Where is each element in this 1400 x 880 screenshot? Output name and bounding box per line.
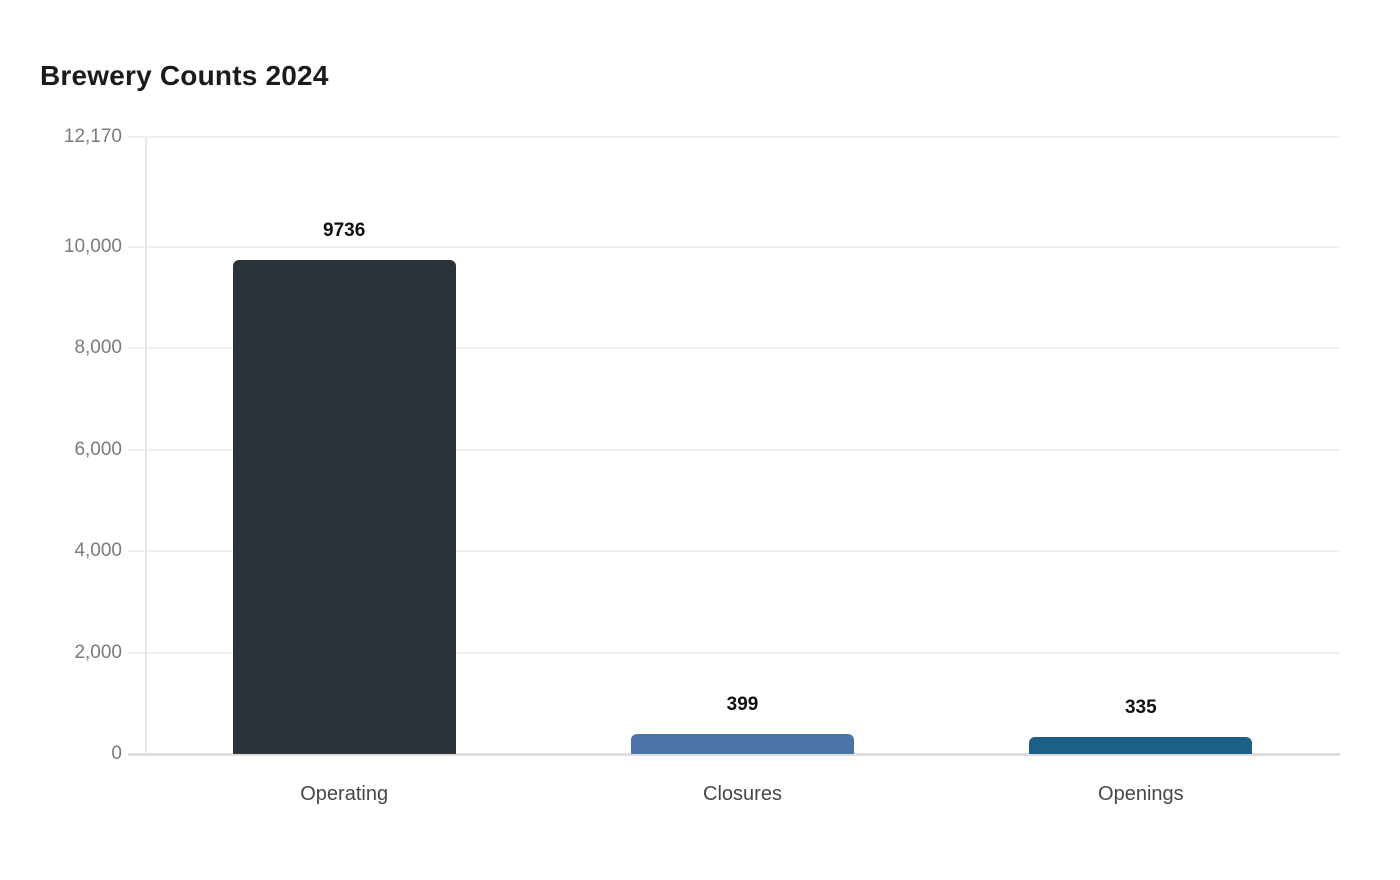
- x-axis-category-label: Openings: [1098, 783, 1184, 805]
- gridline: [128, 448, 1340, 451]
- y-tick-label: 10,000: [63, 236, 122, 257]
- gridline: [128, 136, 1340, 138]
- bar-operating: [232, 260, 456, 754]
- bar-value-label: 9736: [323, 220, 366, 241]
- bar-closures: [631, 734, 854, 754]
- x-axis-baseline: [128, 753, 1340, 756]
- bar-openings: [1029, 737, 1253, 754]
- chart-title: Brewery Counts 2024: [40, 60, 329, 91]
- bar-value-label: 335: [1124, 697, 1157, 718]
- bar-value-label: 399: [726, 694, 759, 715]
- y-tick-label: 4,000: [74, 540, 122, 562]
- x-axis-category-label: Closures: [703, 783, 782, 805]
- y-tick-label: 8,000: [74, 337, 122, 359]
- gridline: [128, 651, 1340, 654]
- gridline: [128, 550, 1340, 553]
- y-tick-label: 0: [111, 743, 122, 764]
- x-axis-category-label: Operating: [300, 783, 389, 805]
- y-axis-line: [145, 137, 147, 754]
- gridline: [128, 347, 1340, 350]
- gridline: [128, 246, 1340, 248]
- y-tick-label: 2,000: [74, 641, 122, 663]
- y-tick-label: 6,000: [74, 438, 122, 460]
- y-tick-label: 12,170: [63, 126, 122, 147]
